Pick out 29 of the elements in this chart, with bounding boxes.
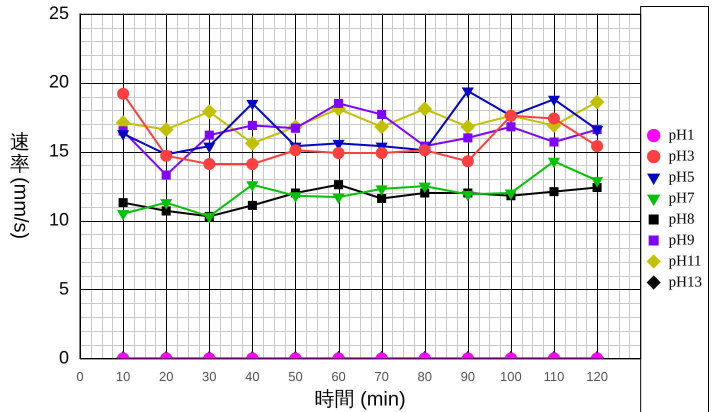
legend-label: pH11 xyxy=(668,253,702,270)
legend-label: pH13 xyxy=(668,274,702,290)
x-tick-label: 0 xyxy=(76,368,84,384)
x-tick-label: 100 xyxy=(500,368,522,384)
x-axis-title: 時間 (min) xyxy=(314,388,406,411)
y-tick-label: 20 xyxy=(48,72,70,92)
x-tick-label: 40 xyxy=(245,368,260,384)
x-tick-label: 60 xyxy=(331,368,346,384)
x-tick-label: 110 xyxy=(544,368,564,384)
y-tick-label: 5 xyxy=(59,278,70,298)
x-tick-label: 120 xyxy=(586,368,608,384)
legend-label: pH5 xyxy=(668,169,695,186)
x-tick-label: 30 xyxy=(202,368,217,384)
legend-label: pH1 xyxy=(668,127,695,144)
legend-label: pH9 xyxy=(668,232,695,248)
y-tick-label: 25 xyxy=(48,2,70,23)
x-tick-label: 90 xyxy=(460,368,476,384)
y-tick-label: 15 xyxy=(48,140,70,161)
x-tick-label: 20 xyxy=(158,368,174,384)
x-tick-label: 10 xyxy=(116,368,130,384)
x-tick-label: 70 xyxy=(374,368,389,384)
y-tick-label: 0 xyxy=(59,347,70,368)
legend-label: pH8 xyxy=(668,211,695,228)
y-axis-title: 速率 (mm/s) xyxy=(9,132,32,240)
legend-label: pH7 xyxy=(668,190,695,206)
y-tick-label: 10 xyxy=(48,210,70,230)
x-tick-label: 50 xyxy=(288,368,303,384)
legend-label: pH3 xyxy=(668,148,695,164)
x-tick-label: 80 xyxy=(417,368,432,384)
